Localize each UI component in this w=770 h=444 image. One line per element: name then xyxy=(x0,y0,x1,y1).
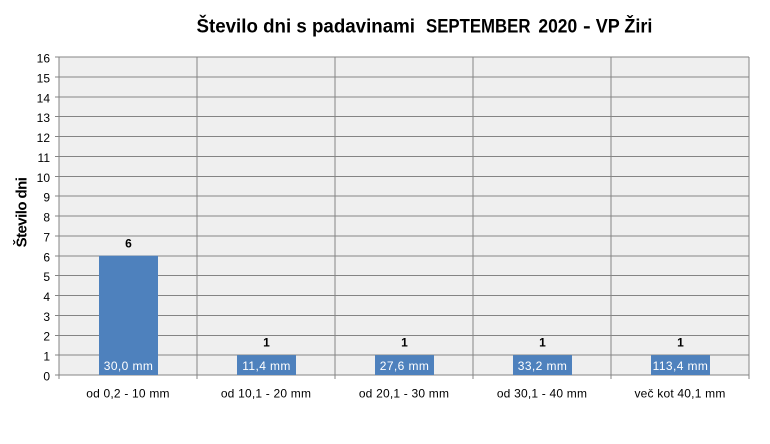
svg-text:3: 3 xyxy=(43,310,50,324)
svg-text:1: 1 xyxy=(539,336,546,350)
svg-text:od 20,1 - 30 mm: od 20,1 - 30 mm xyxy=(359,387,449,401)
svg-text:14: 14 xyxy=(37,91,51,105)
svg-text:-: - xyxy=(583,17,591,38)
svg-text:1: 1 xyxy=(401,336,408,350)
svg-text:več kot 40,1 mm: več kot 40,1 mm xyxy=(634,387,725,401)
svg-text:11: 11 xyxy=(38,151,51,165)
svg-text:113,4 mm: 113,4 mm xyxy=(653,359,709,373)
svg-text:Število dni: Število dni xyxy=(13,177,31,247)
svg-text:SEPTEMBER: SEPTEMBER xyxy=(426,17,531,38)
svg-text:od 10,1 - 20 mm: od 10,1 - 20 mm xyxy=(221,387,311,401)
svg-text:1: 1 xyxy=(677,336,684,350)
svg-text:VP Žiri: VP Žiri xyxy=(596,16,653,38)
svg-text:1: 1 xyxy=(263,336,270,350)
svg-text:5: 5 xyxy=(43,270,50,284)
svg-text:13: 13 xyxy=(37,111,51,125)
svg-text:30,0 mm: 30,0 mm xyxy=(104,359,153,373)
svg-text:27,6 mm: 27,6 mm xyxy=(380,359,429,373)
svg-text:15: 15 xyxy=(37,71,51,85)
svg-text:7: 7 xyxy=(43,230,50,244)
svg-text:11,4 mm: 11,4 mm xyxy=(242,359,291,373)
svg-text:8: 8 xyxy=(43,211,50,225)
svg-text:0: 0 xyxy=(43,370,50,384)
svg-text:2020: 2020 xyxy=(538,17,577,38)
svg-text:12: 12 xyxy=(37,131,51,145)
svg-text:6: 6 xyxy=(43,250,50,264)
svg-text:6: 6 xyxy=(125,236,132,250)
svg-text:od 0,2 - 10 mm: od 0,2 - 10 mm xyxy=(86,387,170,401)
svg-text:4: 4 xyxy=(43,290,50,304)
svg-text:16: 16 xyxy=(37,52,51,66)
svg-text:Število dni s padavinami: Število dni s padavinami xyxy=(197,16,416,38)
svg-text:od 30,1 - 40 mm: od 30,1 - 40 mm xyxy=(497,387,587,401)
svg-text:2: 2 xyxy=(43,330,50,344)
svg-text:1: 1 xyxy=(43,350,50,364)
svg-text:9: 9 xyxy=(43,191,50,205)
svg-text:10: 10 xyxy=(37,171,51,185)
svg-text:33,2 mm: 33,2 mm xyxy=(518,359,567,373)
